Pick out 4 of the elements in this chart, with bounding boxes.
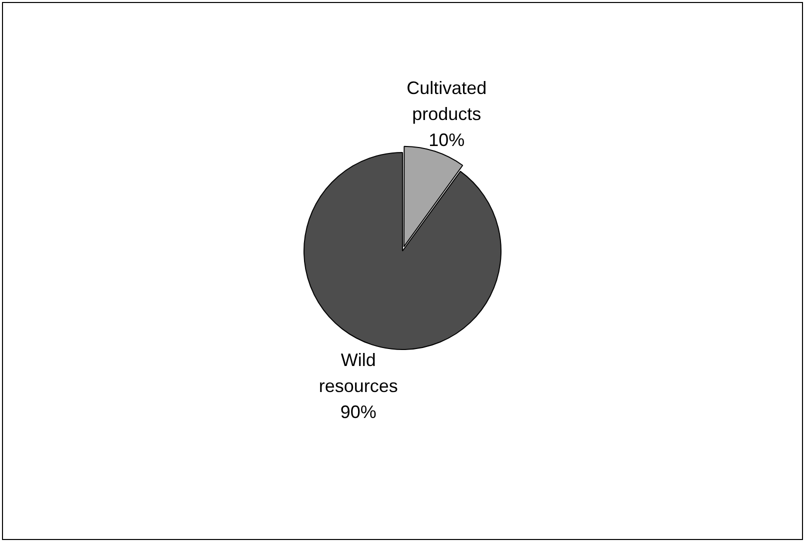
data-label: 90%	[340, 402, 376, 422]
data-label: 10%	[428, 130, 465, 150]
slice-label: Cultivated products	[406, 78, 487, 124]
slice-label: Wild resources	[318, 350, 398, 396]
